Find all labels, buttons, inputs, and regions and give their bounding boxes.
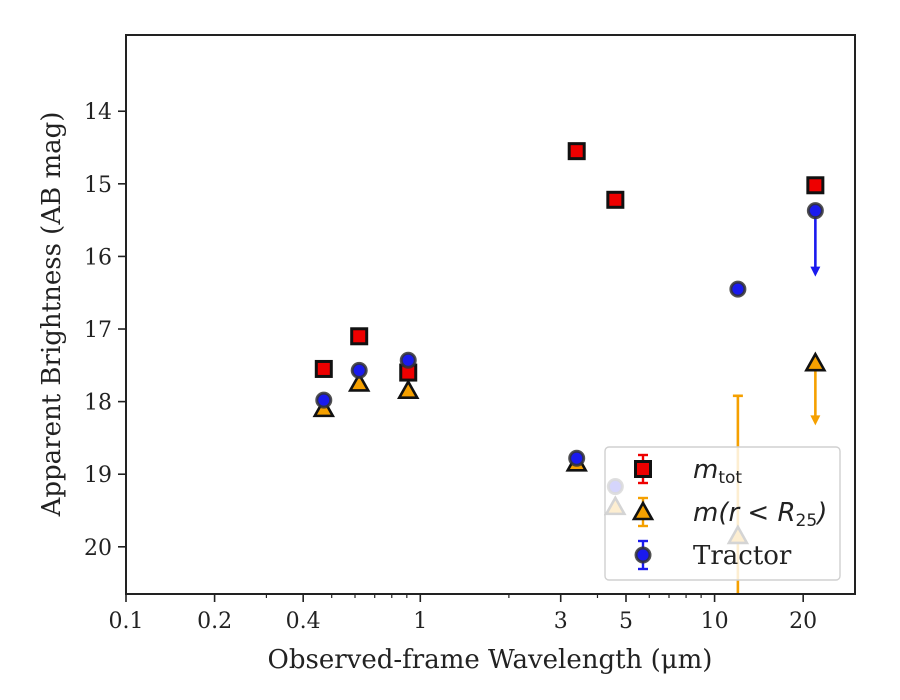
legend-label: m(r < R25) bbox=[693, 498, 827, 531]
x-tick-label: 0.4 bbox=[286, 609, 321, 634]
y-tick-label: 20 bbox=[84, 536, 112, 561]
x-tick-label: 0.1 bbox=[109, 609, 144, 634]
legend-marker-circle bbox=[634, 546, 652, 564]
y-tick-label: 15 bbox=[84, 173, 112, 198]
upper-limit-arrow-head bbox=[810, 415, 821, 426]
data-point-triangle bbox=[397, 379, 420, 400]
data-point-circle bbox=[729, 280, 747, 298]
data-point-square bbox=[314, 359, 333, 378]
x-tick-label: 10 bbox=[701, 609, 729, 634]
data-point-triangle bbox=[347, 371, 371, 392]
x-axis: 0.1 0.2 0.4 1 3 5 10 20 bbox=[109, 594, 817, 634]
legend-marker-triangle bbox=[631, 500, 655, 521]
legend-label: Tractor bbox=[693, 541, 792, 571]
x-tick-label: 20 bbox=[789, 609, 817, 634]
y-tick-label: 17 bbox=[84, 318, 112, 343]
series-square bbox=[314, 142, 825, 382]
y-tick-label: 19 bbox=[84, 463, 112, 488]
data-point-triangle bbox=[804, 351, 827, 372]
x-tick-label: 5 bbox=[619, 609, 633, 634]
y-tick-label: 18 bbox=[84, 391, 112, 416]
upper-limit-arrow-head bbox=[810, 266, 821, 277]
data-point-square bbox=[806, 176, 825, 195]
x-axis-label: Observed-frame Wavelength (μm) bbox=[268, 645, 713, 675]
legend-box bbox=[604, 446, 841, 581]
y-axis: 14 15 16 17 18 19 20 bbox=[84, 100, 126, 561]
data-point-circle bbox=[350, 361, 368, 379]
legend-label: mtot bbox=[693, 455, 742, 488]
data-point-square bbox=[606, 190, 625, 209]
legend-marker-square bbox=[634, 460, 652, 478]
data-point-square bbox=[567, 142, 586, 161]
x-tick-label: 1 bbox=[413, 609, 427, 634]
data-point-square bbox=[350, 327, 369, 346]
y-axis-label: Apparent Brightness (AB mag) bbox=[37, 112, 67, 518]
x-tick-label: 0.2 bbox=[197, 609, 232, 634]
y-tick-label: 16 bbox=[84, 245, 112, 270]
data-point-circle bbox=[568, 449, 586, 467]
data-point-circle bbox=[315, 391, 333, 409]
data-point-circle bbox=[806, 202, 824, 220]
data-point-circle bbox=[399, 351, 417, 369]
legend: mtot m(r < R25) Tractor bbox=[604, 446, 841, 581]
x-tick-label: 3 bbox=[554, 609, 568, 634]
plot-frame bbox=[125, 34, 856, 595]
y-tick-label: 14 bbox=[84, 100, 112, 125]
